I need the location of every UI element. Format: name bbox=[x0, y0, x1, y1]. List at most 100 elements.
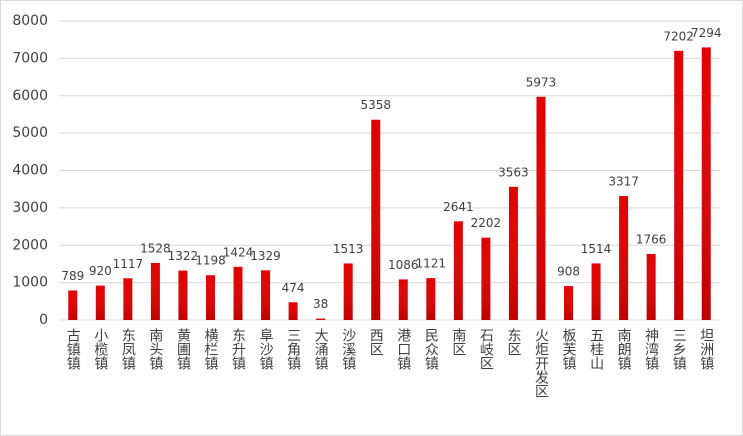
bar-shade bbox=[205, 275, 215, 320]
x-tick-label: 西区 bbox=[368, 328, 384, 356]
data-label: 1513 bbox=[333, 242, 364, 256]
x-tick-label: 五桂山 bbox=[588, 328, 604, 370]
y-tick-label: 0 bbox=[39, 312, 48, 328]
data-label: 7202 bbox=[663, 29, 694, 43]
x-tick-label: 南区 bbox=[450, 328, 466, 356]
bar-shade bbox=[316, 318, 326, 320]
y-tick-label: 5000 bbox=[12, 125, 48, 141]
x-tick-label: 横栏镇 bbox=[202, 328, 218, 370]
bar-shade bbox=[178, 270, 188, 320]
bar-shade bbox=[261, 270, 271, 320]
bar-shade bbox=[371, 119, 381, 320]
bar-shade bbox=[536, 96, 546, 320]
data-label: 38 bbox=[313, 297, 328, 311]
data-label: 1424 bbox=[223, 245, 254, 259]
bar-group bbox=[674, 50, 684, 320]
data-label: 1086 bbox=[388, 258, 419, 272]
bar-shade bbox=[453, 221, 463, 320]
bar-group bbox=[205, 275, 215, 320]
data-label: 2202 bbox=[471, 216, 502, 230]
x-tick-label: 坦洲镇 bbox=[698, 328, 714, 370]
x-tick-label: 民众镇 bbox=[423, 328, 439, 370]
bar-group bbox=[261, 270, 271, 320]
bar-shade bbox=[646, 253, 656, 320]
data-label: 3563 bbox=[498, 165, 529, 179]
bar-shade bbox=[591, 263, 601, 320]
bar-shade bbox=[481, 237, 491, 320]
x-tick-label: 沙溪镇 bbox=[340, 328, 356, 370]
x-tick-label: 南朗镇 bbox=[616, 328, 632, 370]
bar-group bbox=[591, 263, 601, 320]
data-label: 920 bbox=[89, 264, 112, 278]
x-tick-label: 阜沙镇 bbox=[258, 327, 274, 370]
bar-group bbox=[508, 186, 518, 320]
data-label: 1121 bbox=[416, 257, 447, 271]
y-tick-label: 4000 bbox=[12, 163, 48, 179]
data-label: 908 bbox=[557, 265, 580, 279]
x-tick-label: 小榄镇 bbox=[92, 328, 108, 370]
y-tick-label: 7000 bbox=[12, 50, 48, 66]
data-label: 1198 bbox=[195, 254, 226, 268]
bar-group bbox=[316, 318, 326, 320]
bar-shade bbox=[426, 278, 436, 320]
data-label: 5973 bbox=[526, 75, 557, 89]
bar-shade bbox=[123, 278, 133, 320]
bar-shade bbox=[564, 286, 574, 320]
bar-shade bbox=[674, 50, 684, 320]
x-tick-label: 神湾镇 bbox=[643, 328, 659, 370]
bar-group bbox=[68, 290, 78, 320]
x-tick-label: 三角镇 bbox=[285, 328, 301, 370]
bar-shade bbox=[398, 279, 408, 320]
bar-group bbox=[536, 96, 546, 320]
bar-shade bbox=[508, 186, 518, 320]
x-tick-label: 东凤镇 bbox=[120, 328, 136, 370]
bar-group bbox=[371, 119, 381, 320]
bar-group bbox=[481, 237, 491, 320]
data-label: 474 bbox=[282, 281, 305, 295]
x-tick-label: 大涌镇 bbox=[313, 328, 329, 370]
y-tick-label: 8000 bbox=[12, 13, 48, 29]
y-tick-label: 1000 bbox=[12, 275, 48, 291]
bar-group bbox=[123, 278, 133, 320]
x-tick-label: 古镇镇 bbox=[65, 328, 81, 370]
x-tick-label: 三乡镇 bbox=[671, 328, 687, 370]
data-label: 789 bbox=[61, 269, 84, 283]
bar-shade bbox=[343, 263, 353, 320]
data-label: 2641 bbox=[443, 200, 474, 214]
data-label: 1514 bbox=[581, 242, 612, 256]
data-label: 5358 bbox=[360, 98, 391, 112]
bar-shade bbox=[619, 196, 629, 320]
bar-shade bbox=[95, 285, 105, 320]
bar-group bbox=[343, 263, 353, 320]
y-tick-label: 6000 bbox=[12, 88, 48, 104]
x-tick-label: 黄圃镇 bbox=[175, 327, 191, 370]
bar-shade bbox=[68, 290, 78, 320]
x-tick-label: 板芙镇 bbox=[561, 328, 577, 370]
bar-group bbox=[178, 270, 188, 320]
bar-group bbox=[453, 221, 463, 320]
bar-group bbox=[564, 286, 574, 320]
bar-group bbox=[150, 262, 160, 320]
x-tick-label: 港口镇 bbox=[395, 328, 411, 370]
bar-group bbox=[426, 278, 436, 320]
x-tick-label: 南头镇 bbox=[147, 328, 163, 370]
bar-shade bbox=[233, 266, 243, 320]
x-tick-label: 东区 bbox=[505, 328, 521, 356]
data-label: 3317 bbox=[608, 175, 639, 189]
x-tick-label: 火炬开发区 bbox=[533, 328, 549, 398]
bar-shade bbox=[288, 302, 298, 320]
data-label: 1528 bbox=[140, 241, 171, 255]
data-label: 1117 bbox=[113, 257, 144, 271]
data-label: 1322 bbox=[168, 249, 199, 263]
bar-group bbox=[646, 253, 656, 320]
y-tick-label: 2000 bbox=[12, 237, 48, 253]
y-tick-label: 3000 bbox=[12, 200, 48, 216]
data-label: 1329 bbox=[250, 249, 281, 263]
bar-group bbox=[288, 302, 298, 320]
x-tick-label: 东升镇 bbox=[230, 328, 246, 370]
bar-group bbox=[701, 47, 711, 320]
bar-group bbox=[398, 279, 408, 320]
bar-group bbox=[233, 266, 243, 320]
x-tick-label: 石岐区 bbox=[478, 328, 494, 370]
